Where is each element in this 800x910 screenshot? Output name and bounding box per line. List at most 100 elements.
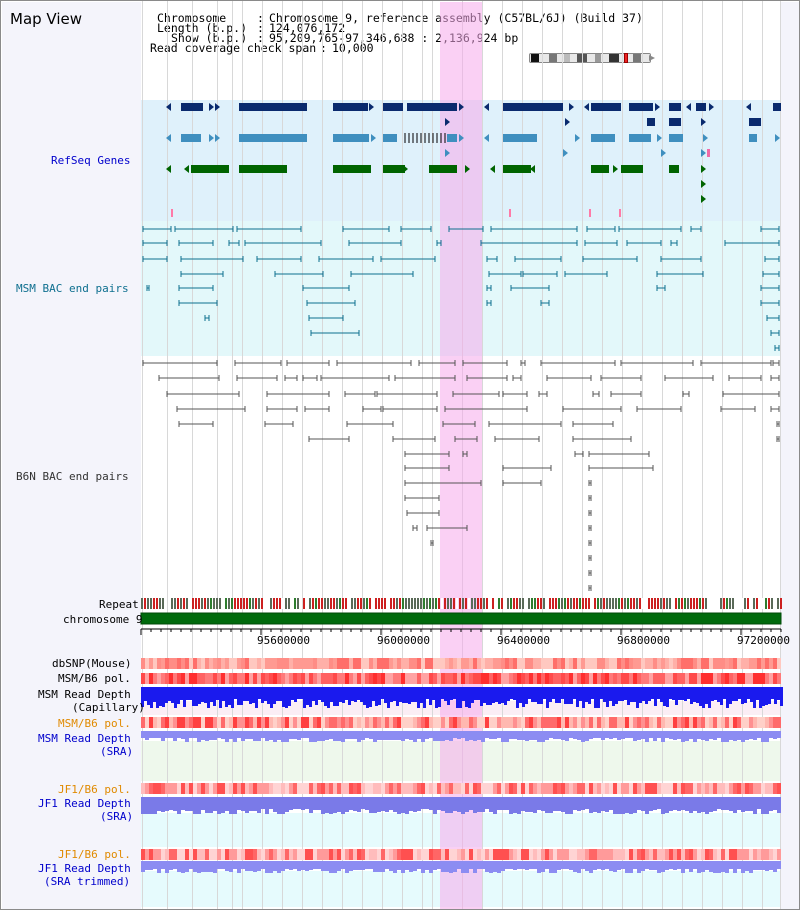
grid-line — [780, 1, 781, 909]
msm-sra-depth-bar — [373, 731, 377, 742]
msm-cap-depth-bar — [294, 687, 297, 702]
repeat-block — [609, 598, 611, 609]
msm-cap-depth-bar — [612, 687, 615, 706]
msm-sra-depth-bar — [261, 731, 265, 738]
msm-pol-heat — [673, 673, 677, 684]
msm-cap-depth-bar — [777, 687, 780, 700]
repeat-block — [255, 598, 257, 609]
msm-cap-depth-bar — [219, 687, 222, 708]
jf1-pol-heat — [681, 783, 685, 794]
jf1-trim-depth-bar — [425, 861, 429, 870]
jf1-pol-heat — [565, 783, 569, 794]
jf1-trim-depth-bar — [577, 861, 581, 873]
jf1-pol-heat — [625, 783, 629, 794]
jf1-pol-heat — [245, 783, 249, 794]
dbsnp-heat — [477, 658, 481, 669]
jf1-pol2-heat — [249, 849, 253, 860]
length-value: 124,076,172 — [269, 21, 346, 35]
jf1-pol-heat — [325, 783, 329, 794]
msm-cap-depth-bar — [411, 687, 414, 702]
jf1-pol-heat — [697, 783, 701, 794]
msm-sra-depth-bar — [349, 731, 353, 739]
msm-cap-depth-bar — [573, 687, 576, 699]
dbsnp-heat — [689, 658, 693, 669]
dbsnp-heat — [509, 658, 513, 669]
repeat-block — [330, 598, 332, 609]
repeat-block — [570, 598, 572, 609]
jf1-pol2-heat — [169, 849, 173, 860]
jf1-trim-depth-bar — [733, 861, 737, 873]
jf1-sra-depth-bar — [405, 797, 409, 814]
dbsnp-heat — [285, 658, 289, 669]
jf1-trim-depth-bar — [233, 861, 237, 869]
msm-cap-depth-bar — [699, 687, 702, 706]
feature-arrow — [701, 195, 706, 203]
msm-sra-depth-bar — [545, 731, 549, 740]
grid-line — [382, 1, 383, 909]
repeat-block — [228, 598, 230, 609]
b6n-bac-label[interactable]: B6N BAC end pairs — [16, 470, 129, 483]
msm-cap-depth-bar — [726, 687, 729, 708]
length-key: Length (b.p.) — [157, 21, 248, 35]
dbsnp-heat — [481, 658, 485, 669]
msm-sra-depth-bar — [589, 731, 593, 739]
dbsnp-heat — [533, 658, 537, 669]
msm-pol-heat — [217, 673, 221, 684]
jf1-sra-depth-bar — [761, 797, 765, 814]
gene-exon-block — [669, 165, 679, 173]
repeat-block — [681, 598, 683, 609]
msm-pol2-heat — [209, 717, 213, 728]
jf1-sra-depth-bar — [473, 797, 477, 813]
dbsnp-heat — [709, 658, 713, 669]
jf1-read-depth-sra-sub: (SRA) — [100, 810, 134, 823]
msm-pol-heat — [601, 673, 605, 684]
repeat-block — [711, 598, 713, 609]
msm-sra-depth-bar — [581, 731, 585, 742]
jf1-pol-heat — [693, 783, 697, 794]
jf1-pol2-heat — [673, 849, 677, 860]
msm-sra-depth-bar — [329, 731, 333, 739]
jf1-sra-depth-bar — [301, 797, 305, 810]
feature-arrow — [703, 134, 708, 142]
jf1-pol2-heat — [453, 849, 457, 860]
msm-sra-depth-bar — [313, 731, 317, 742]
jf1-sra-depth-bar — [173, 797, 177, 811]
jf1-pol-heat — [705, 783, 709, 794]
msm-sra-depth-bar — [577, 731, 581, 740]
jf1-trim-depth-bar — [585, 861, 589, 871]
jf1-pol2-heat — [497, 849, 501, 860]
msm-pol-heat — [613, 673, 617, 684]
msm-pol-heat — [409, 673, 413, 684]
jf1-trim-depth-bar — [385, 861, 389, 869]
jf1-sra-depth-bar — [349, 797, 353, 810]
jf1-trim-depth-bar — [281, 861, 285, 871]
jf1-pol2-heat — [165, 849, 169, 860]
jf1-sra-depth-bar — [409, 797, 413, 811]
refseq-label[interactable]: RefSeq Genes — [51, 154, 131, 167]
msm-pol2-heat — [413, 717, 417, 728]
jf1-sra-depth-bar — [717, 797, 721, 809]
msm-pol2-heat — [509, 717, 513, 728]
chromosome-bar — [140, 612, 782, 625]
jf1-trim-depth-bar — [157, 861, 161, 873]
dbsnp-heat — [341, 658, 345, 669]
msm-cap-depth-bar — [228, 687, 231, 705]
jf1-trim-depth-bar — [361, 861, 365, 870]
msm-sra-depth-bar — [257, 731, 261, 741]
jf1-pol-heat — [581, 783, 585, 794]
msm-sra-depth-bar — [221, 731, 225, 739]
msm-sra-depth-bar — [465, 731, 469, 741]
jf1-sra-depth-bar — [425, 797, 429, 809]
msm-pol2-heat — [389, 717, 393, 728]
feature-arrow — [465, 165, 470, 173]
jf1-trim-depth-bar — [621, 861, 625, 869]
msm-bac-label[interactable]: MSM BAC end pairs — [16, 282, 129, 295]
msm-cap-depth-bar — [207, 687, 210, 708]
dbsnp-heat — [665, 658, 669, 669]
msm-pol2-heat — [285, 717, 289, 728]
jf1-pol2-heat — [413, 849, 417, 860]
msm-sra-depth-bar — [413, 731, 417, 742]
jf1-trim-depth-bar — [213, 861, 217, 873]
msm-pol2-heat — [737, 717, 741, 728]
msm-sra-depth-bar — [293, 731, 297, 739]
